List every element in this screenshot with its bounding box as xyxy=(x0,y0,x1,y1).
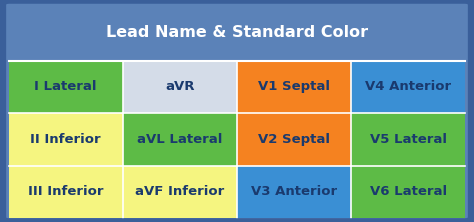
Bar xyxy=(123,61,237,113)
Bar xyxy=(351,166,465,218)
Bar xyxy=(123,166,237,218)
Bar xyxy=(9,166,123,218)
Text: aVL Lateral: aVL Lateral xyxy=(137,133,223,146)
FancyBboxPatch shape xyxy=(6,3,468,219)
Bar xyxy=(123,113,237,166)
Bar xyxy=(9,4,465,61)
Bar xyxy=(237,113,351,166)
Bar xyxy=(237,166,351,218)
Text: III Inferior: III Inferior xyxy=(28,185,103,198)
Text: V3 Anterior: V3 Anterior xyxy=(251,185,337,198)
Text: V6 Lateral: V6 Lateral xyxy=(370,185,447,198)
Text: II Inferior: II Inferior xyxy=(30,133,101,146)
Text: aVF Inferior: aVF Inferior xyxy=(135,185,225,198)
Text: Lead Name & Standard Color: Lead Name & Standard Color xyxy=(106,25,368,40)
Text: V4 Anterior: V4 Anterior xyxy=(365,80,451,93)
Bar xyxy=(9,113,123,166)
Text: I Lateral: I Lateral xyxy=(35,80,97,93)
Bar xyxy=(9,61,123,113)
Text: V2 Septal: V2 Septal xyxy=(258,133,330,146)
Text: V5 Lateral: V5 Lateral xyxy=(370,133,447,146)
Text: aVR: aVR xyxy=(165,80,195,93)
Bar xyxy=(237,61,351,113)
Bar xyxy=(351,113,465,166)
Text: V1 Septal: V1 Septal xyxy=(258,80,330,93)
Bar xyxy=(351,61,465,113)
